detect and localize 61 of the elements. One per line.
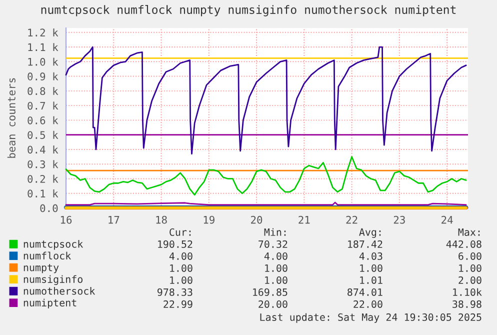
text: 874.01 [348, 288, 382, 296]
y-tick-label: 0.2 k [28, 174, 58, 183]
y-tick-label: 0.5 k [28, 130, 58, 139]
x-tick-label: 20 [251, 216, 262, 224]
x-tick-label: 19 [204, 216, 214, 224]
y-axis-title: bean counters [7, 78, 16, 158]
y-tick-label: 0.7 k [28, 102, 58, 110]
text: 1.00 [170, 276, 192, 284]
text: Avg: [359, 228, 381, 238]
text: 22.00 [354, 300, 382, 308]
text: 1.10k [453, 288, 482, 296]
y-tick-label: 0.3 k [28, 160, 58, 168]
y-tick-label: 0.4 k [28, 146, 58, 154]
x-tick-label: 18 [156, 216, 167, 224]
text: 20.00 [258, 300, 288, 308]
x-tick-label: 24 [442, 216, 453, 224]
x-tick-label: 16 [60, 216, 72, 224]
text: 1.00 [265, 276, 288, 284]
line-series [65, 156, 467, 196]
text: Last update: Sat May 24 19:30:05 2025 [260, 313, 482, 323]
y-tick-label: 0.1 k [28, 189, 58, 198]
text: 6.00 [458, 252, 482, 260]
text: 70.32 [258, 240, 288, 248]
legend-label: numsiginfo [24, 275, 83, 285]
text: 442.08 [446, 240, 482, 248]
legend-label: numflock [24, 252, 71, 260]
x-tick-label: 22 [346, 216, 358, 224]
text: 2.00 [458, 276, 482, 284]
text: Cur: [170, 228, 191, 236]
text: 4.00 [169, 252, 192, 260]
y-tick-label: 0.8 k [28, 86, 58, 96]
text: 187.42 [348, 240, 382, 248]
x-tick-label: 23 [394, 216, 405, 224]
legend-label: numiptent [24, 298, 76, 308]
text: Max: [458, 228, 480, 236]
text: 190.52 [158, 240, 192, 248]
text: 1.01 [360, 276, 382, 284]
y-tick-label: 1.1 k [28, 43, 58, 52]
y-tick-label: 0.9 k [28, 72, 58, 80]
text: 169.85 [253, 288, 288, 296]
y-tick-label: 0.0 [40, 204, 58, 212]
x-tick-label: 17 [108, 216, 120, 224]
legend-label: numtcpsock [24, 240, 84, 250]
legend-label: numothersock [24, 287, 96, 295]
text: 1.00 [360, 264, 382, 272]
text: 4.00 [264, 252, 288, 260]
y-tick-label: 1.0 k [28, 58, 58, 66]
text: 1.00 [265, 264, 288, 272]
text: 1.00 [459, 264, 482, 272]
text: 38.98 [452, 300, 482, 308]
line-series [65, 46, 467, 155]
text: 22.99 [164, 300, 192, 308]
legend-label: numpty [24, 264, 59, 274]
text: 4.03 [359, 252, 382, 260]
text: Min: [264, 228, 286, 236]
y-tick-label: 1.2 k [28, 28, 58, 36]
chart-title: numtcpsock numflock numpty numsiginfo numothersock numiptent [41, 5, 456, 16]
y-tick-label: 0.6 k [28, 116, 58, 124]
text: 1.00 [170, 264, 192, 272]
text: 978.33 [158, 288, 192, 296]
x-tick-label: 21 [298, 216, 310, 224]
